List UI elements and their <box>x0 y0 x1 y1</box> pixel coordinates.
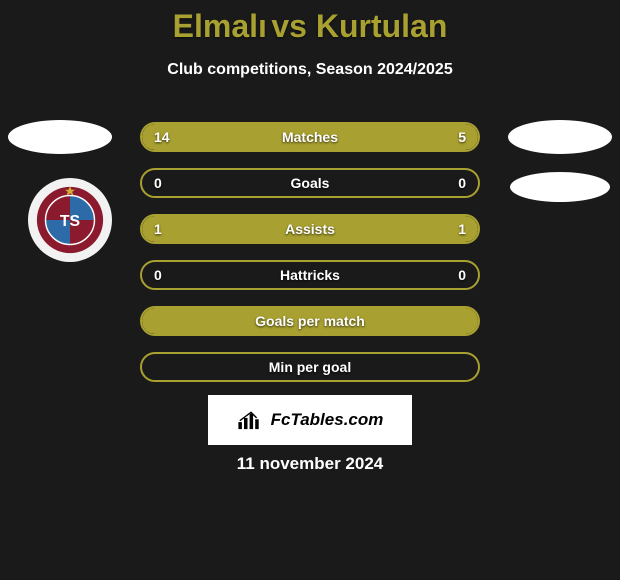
footer-brand-text: FcTables.com <box>271 410 384 430</box>
comparison-bars: 145Matches 00Goals 11Assists 00Hattricks Goa… <box>140 122 480 398</box>
stat-label: Hattricks <box>142 267 478 283</box>
player1-name: Elmalı <box>173 8 267 44</box>
title-row: Elmalı vs Kurtulan <box>0 0 620 45</box>
svg-text:TS: TS <box>60 213 80 230</box>
player1-club-badge: TS <box>28 178 112 262</box>
stat-label: Assists <box>142 221 478 237</box>
player2-avatar <box>508 120 612 154</box>
brand-bars-icon <box>237 409 265 431</box>
stat-row: 145Matches <box>140 122 480 152</box>
footer-date: 11 november 2024 <box>0 454 620 474</box>
subtitle: Club competitions, Season 2024/2025 <box>0 61 620 79</box>
stat-label: Goals per match <box>142 313 478 329</box>
player2-name: Kurtulan <box>316 8 448 44</box>
stat-row: Goals per match <box>140 306 480 336</box>
stat-row: 00Goals <box>140 168 480 198</box>
footer-brand: FcTables.com <box>208 395 412 445</box>
stat-row: 11Assists <box>140 214 480 244</box>
stat-row: 00Hattricks <box>140 260 480 290</box>
stat-row: Min per goal <box>140 352 480 382</box>
player1-avatar <box>8 120 112 154</box>
stat-label: Goals <box>142 175 478 191</box>
vs-sep: vs <box>271 8 315 44</box>
stat-label: Min per goal <box>142 359 478 375</box>
player2-club-badge <box>510 172 610 202</box>
stat-label: Matches <box>142 129 478 145</box>
club-crest-icon: TS <box>34 184 106 256</box>
